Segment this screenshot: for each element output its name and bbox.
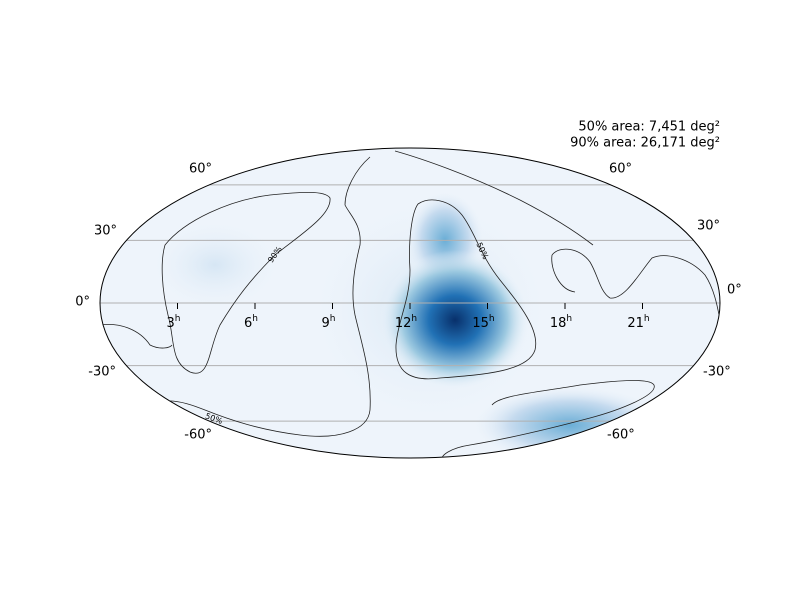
ra-unit: h: [566, 314, 572, 324]
contour-90: [551, 248, 720, 321]
ra-unit: h: [644, 314, 650, 324]
contour-90: [551, 254, 576, 293]
ra-label: 6h: [244, 314, 258, 331]
area-annotation: 90% area: 26,171 deg²: [570, 136, 720, 151]
contour-90: [129, 156, 371, 437]
ra-unit: h: [252, 314, 258, 324]
ra-label: 9h: [322, 314, 336, 331]
ra-hours: 9: [322, 316, 330, 331]
ra-label: 3h: [167, 314, 181, 331]
main-blob: [380, 250, 530, 390]
dec-label: 60°: [609, 162, 632, 177]
ra-unit: h: [175, 314, 181, 324]
dec-label: 0°: [727, 283, 742, 298]
ra-label: 15h: [472, 314, 494, 331]
dec-label: 30°: [94, 224, 117, 239]
dec-label: -30°: [703, 365, 731, 380]
dec-label: -60°: [184, 428, 212, 443]
ra-hours: 21: [627, 316, 644, 331]
ra-unit: h: [411, 314, 417, 324]
dec-label: -30°: [88, 365, 116, 380]
ra-label: 21h: [627, 314, 649, 331]
dec-label: 60°: [189, 162, 212, 177]
contour-90: [394, 150, 594, 246]
south-blob: [470, 385, 670, 458]
dec-label: 0°: [75, 295, 90, 310]
ra-label: 18h: [550, 314, 572, 331]
frame: [99, 147, 721, 459]
ra-hours: 3: [167, 316, 175, 331]
dec-label: -60°: [607, 428, 635, 443]
ra-unit: h: [489, 314, 495, 324]
contours: [100, 150, 720, 458]
ra-hours: 15: [472, 316, 489, 331]
contour-90: [100, 323, 173, 349]
contour-50: [441, 380, 655, 458]
contour-90: [161, 191, 331, 374]
ra-unit: h: [330, 314, 336, 324]
area-annotation: 50% area: 7,451 deg²: [578, 120, 720, 135]
ra-hours: 6: [244, 316, 252, 331]
ra-hours: 18: [550, 316, 567, 331]
ra-label: 12h: [395, 314, 417, 331]
faint-blob: [135, 210, 295, 320]
dec-label: 30°: [697, 219, 720, 234]
ra-hours: 12: [395, 316, 412, 331]
contour-50: [395, 199, 537, 380]
